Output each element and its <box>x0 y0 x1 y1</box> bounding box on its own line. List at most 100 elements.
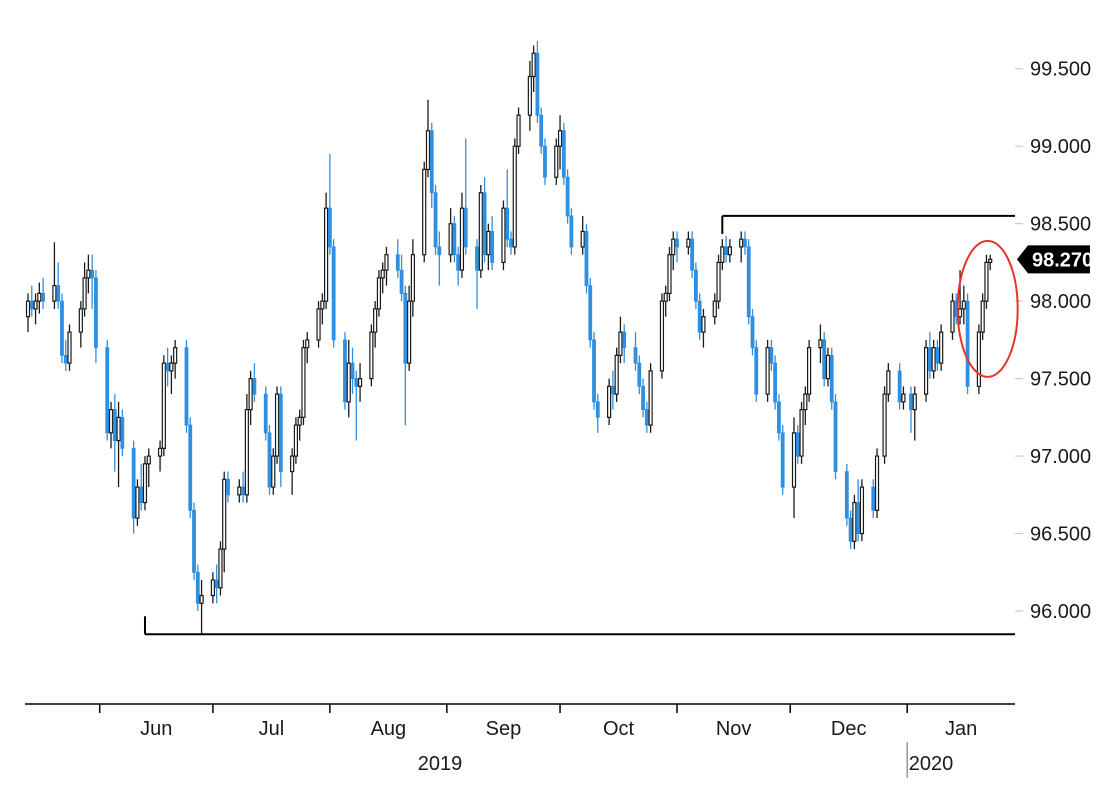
candle <box>739 231 744 263</box>
candle-body <box>939 331 944 364</box>
candle <box>554 138 559 185</box>
candle-body <box>686 238 691 248</box>
candle <box>663 285 668 317</box>
candle <box>557 115 563 170</box>
candle-body <box>263 393 268 434</box>
candle <box>354 370 359 441</box>
candle-body <box>425 130 431 171</box>
candle <box>659 293 665 379</box>
candle <box>795 425 800 464</box>
candle-body <box>357 378 363 387</box>
candle <box>222 471 227 573</box>
candle <box>82 262 87 317</box>
candle <box>41 277 45 309</box>
candle-body <box>675 238 679 248</box>
candle-body <box>829 354 834 403</box>
candle-body <box>410 254 415 302</box>
candle-body <box>380 269 385 279</box>
candle-body <box>226 478 230 496</box>
candle <box>452 215 457 263</box>
candle-body <box>407 300 412 364</box>
candle <box>120 409 125 457</box>
candle-body <box>957 308 963 318</box>
candle-body <box>527 75 532 116</box>
candle <box>274 386 280 464</box>
candle <box>482 177 487 263</box>
y-tick-label: 97.000 <box>1030 446 1091 468</box>
candle-body <box>931 347 936 372</box>
candle <box>37 282 42 314</box>
candle <box>429 122 434 209</box>
candle-body <box>346 362 351 403</box>
candle <box>716 254 721 309</box>
candle <box>305 332 310 364</box>
candle-body <box>720 246 725 264</box>
candle <box>923 339 929 402</box>
candle <box>509 231 513 255</box>
candle <box>799 401 804 464</box>
candle <box>403 285 408 426</box>
candle-body <box>825 354 831 380</box>
candle-body <box>399 269 404 294</box>
candle-body <box>290 455 295 473</box>
candle-body <box>120 416 125 449</box>
candle <box>29 285 34 317</box>
candle-body <box>607 385 612 418</box>
candle-body <box>456 254 461 271</box>
y-axis: 99.500 99.000 98.500 98.000 97.500 97.000 96.5… <box>1015 59 1091 623</box>
candle-body <box>29 300 34 310</box>
candle <box>448 208 453 263</box>
candle <box>380 262 385 294</box>
y-tick-label: 96.500 <box>1030 524 1091 546</box>
candle-body <box>897 370 902 403</box>
candle-body <box>94 277 98 349</box>
candle <box>52 242 57 309</box>
annotations: 98.270 <box>956 239 1093 378</box>
candle-body <box>746 246 751 318</box>
candle-body <box>822 339 827 380</box>
candle <box>622 324 627 364</box>
candle <box>369 324 374 387</box>
candle-body <box>293 424 299 457</box>
candle <box>712 293 717 325</box>
candle <box>324 192 329 309</box>
candle-body <box>791 432 797 488</box>
candle-body <box>373 308 378 333</box>
candle-body <box>663 292 668 302</box>
candle-body <box>641 385 645 411</box>
candle <box>697 293 702 340</box>
candle-body <box>267 432 272 488</box>
candle-body <box>437 246 442 256</box>
candle-body <box>67 331 72 364</box>
candle <box>516 107 521 154</box>
candle-body <box>37 292 42 302</box>
candle-body <box>188 424 193 511</box>
candle-body <box>490 231 495 263</box>
candle-body <box>614 354 619 395</box>
candle <box>614 347 619 402</box>
candle-body <box>252 378 257 395</box>
candle-body <box>569 215 574 248</box>
candle-body <box>667 254 672 295</box>
candle <box>648 363 653 433</box>
candle-body <box>580 230 585 248</box>
candle-body <box>743 238 747 248</box>
candle <box>271 448 276 495</box>
candle-body <box>131 447 136 519</box>
candle-body <box>765 347 770 395</box>
candle <box>976 324 982 395</box>
candle <box>644 401 649 433</box>
candle-body <box>554 145 559 178</box>
candle <box>859 479 865 542</box>
candle-body <box>241 486 245 496</box>
candle-body <box>63 354 68 364</box>
candle-body <box>659 300 665 372</box>
candle-body <box>886 370 891 395</box>
candle <box>565 169 570 224</box>
candle <box>112 394 117 472</box>
candle <box>818 324 823 364</box>
candle-body <box>935 347 940 364</box>
candle-body <box>142 463 148 504</box>
candle-body <box>41 293 45 302</box>
candle-body <box>693 269 698 302</box>
